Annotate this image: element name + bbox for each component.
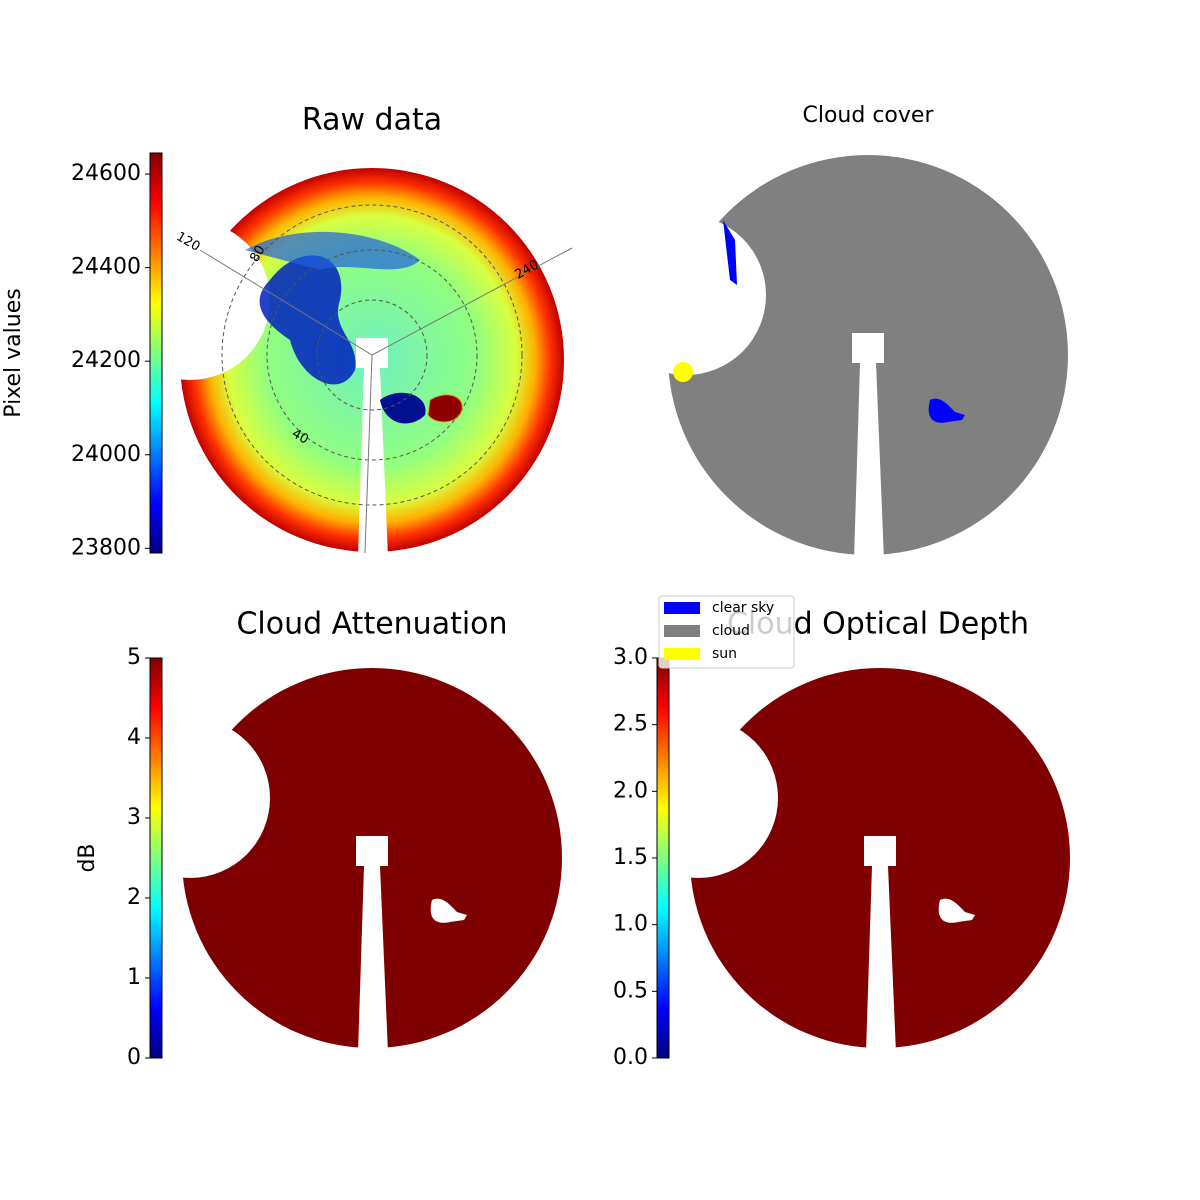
polar-axis xyxy=(199,249,373,356)
clear-sky-region xyxy=(928,398,965,423)
colorbar xyxy=(149,657,163,1059)
colorbar xyxy=(149,152,163,554)
mask xyxy=(358,368,388,557)
colorbar-tick-label: 24400 xyxy=(71,255,141,280)
mask xyxy=(358,866,388,1053)
mask xyxy=(356,836,388,866)
colorbar-tick-label: 0 xyxy=(127,1045,141,1070)
colorbar-tick-label: 1.5 xyxy=(613,845,648,870)
colorbar-tick-label: 0.0 xyxy=(613,1045,648,1070)
colorbar-tick-label: 23800 xyxy=(71,535,141,560)
mask xyxy=(866,866,896,1053)
colorbar-tick-label: 0.5 xyxy=(613,978,648,1003)
sun-region xyxy=(427,394,463,423)
colorbar-tick-label: 1 xyxy=(127,965,141,990)
colorbar-label: dB xyxy=(75,843,100,872)
cloud-region xyxy=(380,392,426,424)
legend-label: sun xyxy=(712,646,737,662)
legend-label: cloud xyxy=(712,623,750,639)
polar-axis xyxy=(371,247,573,356)
clear-sky-region xyxy=(723,220,737,285)
mask xyxy=(852,333,884,363)
polar-axis xyxy=(364,354,373,554)
panel-title: Raw data xyxy=(302,103,442,138)
panel-title: Cloud cover xyxy=(803,103,935,128)
colorbar-tick-label: 3 xyxy=(127,805,141,830)
colorbar-tick-label: 24000 xyxy=(71,442,141,467)
mask xyxy=(606,215,766,375)
legend-swatch xyxy=(664,625,700,637)
polar-grid xyxy=(266,249,478,461)
masked-region xyxy=(430,898,467,923)
polar-grid xyxy=(316,299,428,411)
colorbar-tick-label: 2.0 xyxy=(613,778,648,803)
colorbar-tick-label: 4 xyxy=(127,725,141,750)
cloud-region xyxy=(245,231,420,270)
cloud-region xyxy=(259,255,356,385)
colorbar-tick-label: 24200 xyxy=(71,348,141,373)
colorbar-tick-label: 5 xyxy=(127,645,141,670)
colorbar-tick-label: 3.0 xyxy=(613,645,648,670)
panel-title: Cloud Attenuation xyxy=(236,607,507,642)
colorbar xyxy=(656,657,670,1059)
legend-swatch xyxy=(664,648,700,660)
legend-label: clear sky xyxy=(712,600,774,616)
colorbar-label: Pixel values xyxy=(1,288,26,417)
polar-label: 80 xyxy=(247,243,268,265)
colorbar-tick-label: 1.0 xyxy=(613,912,648,937)
mask xyxy=(864,836,896,866)
colorbar-tick-label: 2.5 xyxy=(613,712,648,737)
mask xyxy=(854,363,884,560)
sun-marker xyxy=(673,362,693,382)
colorbar-tick-label: 24600 xyxy=(71,161,141,186)
legend-swatch xyxy=(664,602,700,614)
colorbar-tick-label: 2 xyxy=(127,885,141,910)
polar-grid xyxy=(221,204,523,506)
masked-region xyxy=(938,898,975,923)
polar-label: 40 xyxy=(289,426,311,447)
